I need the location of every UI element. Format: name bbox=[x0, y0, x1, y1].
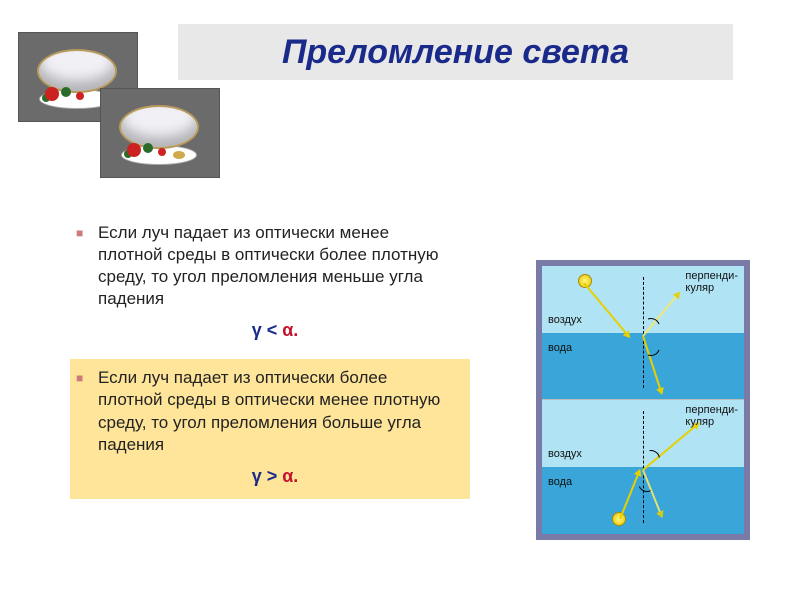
light-source-icon bbox=[612, 512, 626, 526]
label-water: вода bbox=[548, 476, 572, 488]
content-column: Если луч падает из оптически менее плотн… bbox=[70, 214, 470, 505]
label-air: воздух bbox=[548, 314, 582, 326]
rule-block-2: Если луч падает из оптически более плотн… bbox=[70, 359, 470, 498]
refraction-diagrams: перпенди- куляр воздух вода перпенди- ку… bbox=[536, 260, 750, 540]
label-perpendicular: перпенди- куляр bbox=[685, 404, 738, 428]
rule-block-1: Если луч падает из оптически менее плотн… bbox=[70, 214, 470, 353]
rule-1-text: Если луч падает из оптически менее плотн… bbox=[98, 222, 452, 310]
label-air: воздух bbox=[548, 448, 582, 460]
title-bar: Преломление света bbox=[178, 24, 733, 80]
rule-2-text: Если луч падает из оптически более плотн… bbox=[98, 367, 452, 455]
formula-2: γ > α. bbox=[98, 466, 452, 487]
bullet-icon bbox=[76, 371, 88, 383]
page-title: Преломление света bbox=[282, 33, 629, 72]
bullet-icon bbox=[76, 226, 88, 238]
diagram-air-to-water: перпенди- куляр воздух вода bbox=[542, 266, 744, 400]
formula-1: γ < α. bbox=[98, 320, 452, 341]
label-water: вода bbox=[548, 342, 572, 354]
label-perpendicular: перпенди- куляр bbox=[685, 270, 738, 294]
diagram-water-to-air: перпенди- куляр воздух вода bbox=[542, 400, 744, 534]
illustration-cup-coin bbox=[100, 88, 220, 178]
